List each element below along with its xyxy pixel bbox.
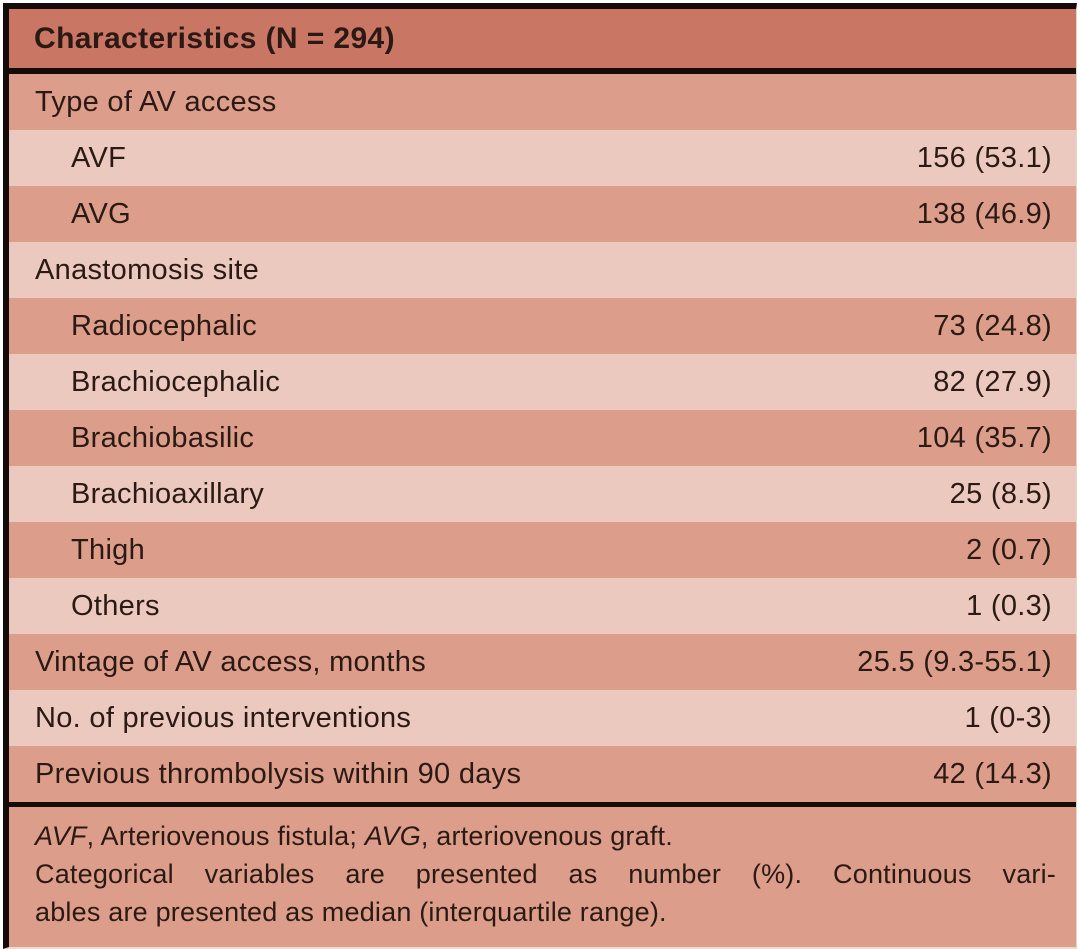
table-row: Type of AV access [9, 74, 1076, 130]
row-value: 73 (24.8) [933, 309, 1052, 342]
row-value: 1 (0-3) [964, 701, 1052, 734]
table-row: Brachiocephalic 82 (27.9) [9, 354, 1076, 410]
row-label: Thigh [71, 533, 146, 566]
row-label: Brachioaxillary [71, 477, 265, 510]
abbreviation-term: AVG [364, 821, 421, 851]
row-value: 42 (14.3) [933, 757, 1052, 790]
row-value: 25.5 (9.3-55.1) [857, 645, 1052, 678]
row-label: Brachiocephalic [71, 365, 281, 398]
table-row: Previous thrombolysis within 90 days 42 (… [9, 746, 1076, 802]
table-row: AVG 138 (46.9) [9, 186, 1076, 242]
row-label: Brachiobasilic [71, 421, 255, 454]
row-value: 138 (46.9) [916, 197, 1052, 230]
table-row: Others 1 (0.3) [9, 578, 1076, 634]
table-row: Radiocephalic 73 (24.8) [9, 298, 1076, 354]
row-label: Others [71, 589, 160, 622]
table-row: Anastomosis site [9, 242, 1076, 298]
characteristics-table: Characteristics (N = 294) Type of AV acc… [3, 3, 1077, 949]
row-value: 156 (53.1) [916, 141, 1052, 174]
table-row: No. of previous interventions 1 (0-3) [9, 690, 1076, 746]
row-value: 1 (0.3) [966, 589, 1052, 622]
row-value: 25 (8.5) [949, 477, 1052, 510]
row-value: 82 (27.9) [933, 365, 1052, 398]
table-row: AVF 156 (53.1) [9, 130, 1076, 186]
row-label: Previous thrombolysis within 90 days [35, 757, 522, 790]
table-body: Type of AV access AVF 156 (53.1) AVG 138 (46… [9, 74, 1076, 802]
abbreviation-text: , arteriovenous graft. [420, 821, 673, 851]
table-title: Characteristics (N = 294) [34, 21, 396, 55]
abbreviation-text: , Arteriovenous fistula; [86, 821, 365, 851]
row-label: AVG [71, 197, 131, 230]
row-label: No. of previous interventions [35, 701, 412, 734]
table-row: Vintage of AV access, months 25.5 (9.3-55… [9, 634, 1076, 690]
footnote-line: ables are presented as median (interquar… [35, 897, 667, 927]
abbreviation-term: AVF [35, 821, 87, 851]
footnote-line: Categorical variables are presented as n… [35, 859, 1056, 889]
table-footnotes: AVF, Arteriovenous fistula; AVG, arterio… [9, 802, 1076, 947]
row-label: Vintage of AV access, months [35, 645, 426, 678]
row-value: 2 (0.7) [966, 533, 1052, 566]
table-row: Brachiobasilic 104 (35.7) [9, 410, 1076, 466]
row-label: Type of AV access [35, 85, 277, 118]
table-header: Characteristics (N = 294) [9, 9, 1076, 74]
row-label: Anastomosis site [35, 253, 259, 286]
row-label: AVF [71, 141, 127, 174]
row-value: 104 (35.7) [916, 421, 1052, 454]
table-row: Thigh 2 (0.7) [9, 522, 1076, 578]
footnote-abbreviations: AVF, Arteriovenous fistula; AVG, arterio… [35, 817, 1056, 855]
table-row: Brachioaxillary 25 (8.5) [9, 466, 1076, 522]
row-label: Radiocephalic [71, 309, 258, 342]
